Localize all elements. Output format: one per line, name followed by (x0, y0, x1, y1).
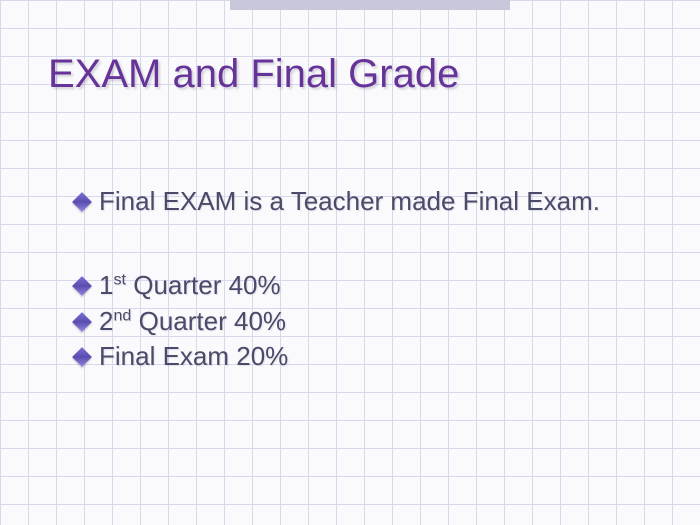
bullet-text: 1st Quarter 40% (99, 269, 281, 303)
slide-title: EXAM and Final Grade (48, 52, 459, 97)
list-item: 2nd Quarter 40% (75, 305, 635, 339)
diamond-bullet-icon (72, 312, 92, 332)
diamond-bullet-icon (72, 347, 92, 367)
diamond-bullet-icon (72, 192, 92, 212)
list-item: Final Exam 20% (75, 340, 635, 374)
top-decorative-bar (230, 0, 510, 10)
list-item: 1st Quarter 40% (75, 269, 635, 303)
list-item: Final EXAM is a Teacher made Final Exam. (75, 185, 635, 219)
bullet-text: Final Exam 20% (99, 340, 288, 374)
slide-content: Final EXAM is a Teacher made Final Exam.… (75, 185, 635, 376)
bullet-text: Final EXAM is a Teacher made Final Exam. (99, 185, 600, 219)
diamond-bullet-icon (72, 276, 92, 296)
bullet-text: 2nd Quarter 40% (99, 305, 286, 339)
